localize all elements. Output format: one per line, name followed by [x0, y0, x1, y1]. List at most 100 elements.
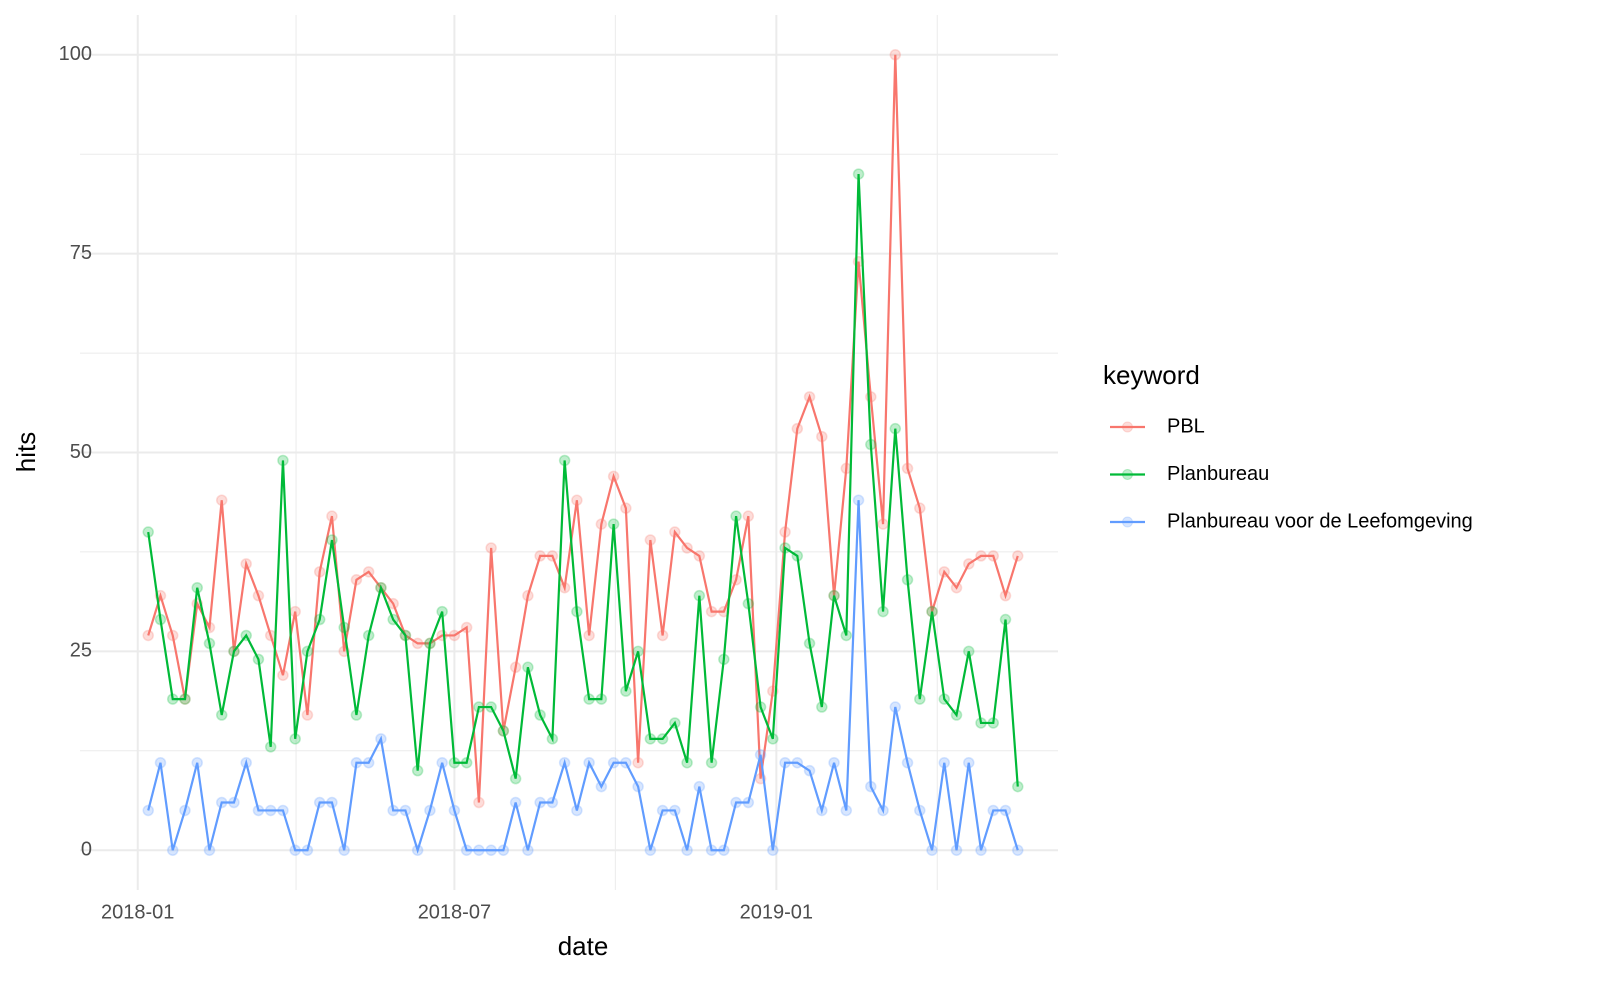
point [803, 391, 816, 403]
point [448, 804, 461, 817]
point [179, 693, 191, 705]
point [730, 574, 742, 586]
point [509, 661, 522, 674]
point [326, 510, 338, 522]
point [534, 796, 546, 809]
point [669, 804, 681, 817]
point [901, 574, 914, 586]
line [147, 174, 1019, 787]
point [926, 605, 938, 618]
point [522, 589, 534, 602]
line [147, 54, 1019, 803]
point [387, 597, 399, 610]
point [277, 804, 289, 817]
point [583, 693, 595, 705]
point [620, 685, 632, 697]
point [987, 550, 1000, 562]
point [742, 796, 755, 809]
series [142, 168, 1024, 793]
point [289, 605, 301, 618]
point [424, 804, 436, 817]
point [620, 502, 632, 514]
point [497, 844, 510, 856]
point [387, 613, 399, 626]
point [816, 804, 828, 817]
point [938, 566, 951, 578]
point [473, 701, 485, 713]
point [313, 566, 326, 578]
point [411, 637, 424, 650]
point [791, 550, 804, 562]
point [681, 756, 693, 769]
point [828, 589, 840, 602]
point [669, 717, 681, 729]
point [926, 844, 938, 856]
point [534, 550, 546, 562]
point [509, 772, 522, 785]
point [154, 613, 167, 626]
point [607, 756, 620, 769]
point [950, 844, 963, 856]
point [718, 653, 730, 666]
point [228, 796, 240, 809]
point [277, 669, 289, 681]
point [387, 804, 399, 817]
point [191, 756, 203, 769]
y-tick-label: 100 [59, 43, 92, 65]
point [252, 589, 265, 602]
legend-item: Planbureau voor de Leefomgeving [1110, 510, 1473, 532]
point [375, 733, 387, 745]
point [950, 709, 963, 721]
point [754, 749, 767, 761]
point [779, 542, 791, 554]
point [901, 462, 914, 475]
y-tick-label: 0 [81, 839, 92, 861]
point [669, 526, 681, 538]
point [767, 733, 779, 745]
point [473, 796, 485, 809]
point [571, 494, 583, 506]
line [147, 500, 1019, 854]
point [411, 764, 424, 777]
point [644, 733, 657, 745]
point [705, 605, 718, 618]
point [999, 613, 1012, 626]
point [779, 756, 791, 769]
point [865, 438, 877, 451]
point [522, 844, 534, 856]
point [558, 454, 571, 467]
point [228, 645, 240, 658]
point [326, 796, 338, 809]
point [1012, 550, 1024, 562]
point [350, 709, 363, 721]
point [166, 629, 179, 642]
legend-label: Planbureau [1167, 463, 1269, 485]
point [546, 733, 559, 745]
point [411, 844, 424, 856]
point [436, 629, 448, 642]
grid [80, 15, 1058, 890]
point [632, 780, 644, 793]
y-tick-label: 75 [70, 242, 92, 264]
point [681, 844, 693, 856]
point [816, 701, 828, 713]
x-tick-label: 2019-01 [740, 901, 813, 923]
point [705, 844, 718, 856]
legend-item: PBL [1110, 415, 1205, 437]
point [632, 756, 644, 769]
series [142, 494, 1024, 856]
point [999, 589, 1012, 602]
point [362, 756, 375, 769]
point [154, 756, 167, 769]
point [215, 494, 228, 506]
point [656, 629, 669, 642]
point [301, 709, 314, 721]
point [215, 796, 228, 809]
point [987, 717, 1000, 729]
point [326, 534, 338, 546]
point [656, 804, 669, 817]
point [1012, 844, 1024, 856]
point [828, 756, 840, 769]
point [203, 637, 216, 650]
